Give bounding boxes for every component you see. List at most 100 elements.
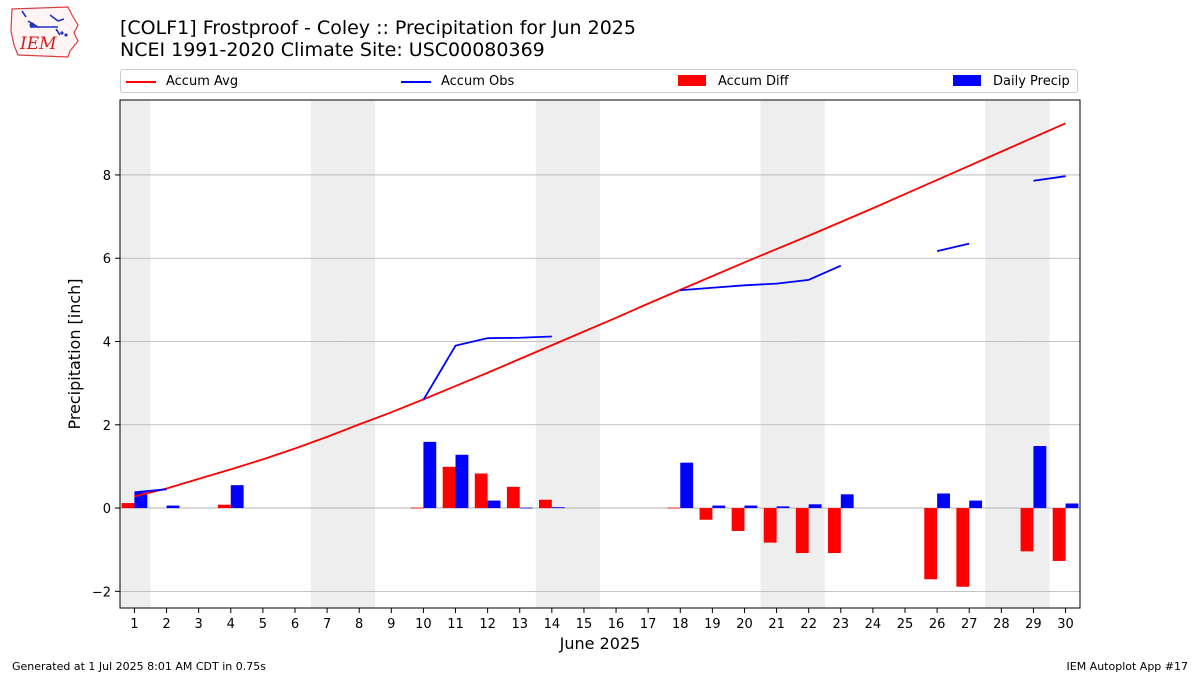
y-tick-label: 8	[103, 169, 111, 184]
accum-diff-bar	[1052, 508, 1066, 561]
chart-subtitle: NCEI 1991-2020 Climate Site: USC00080369	[120, 39, 545, 61]
y-tick-label: 4	[103, 336, 111, 351]
legend-item-daily-precip: Daily Precip	[953, 74, 1083, 90]
legend-swatch-daily-precip	[953, 75, 981, 86]
x-tick-label: 2	[162, 617, 170, 632]
y-tick-label: 6	[103, 252, 111, 267]
legend-item-accum-obs: Accum Obs	[401, 74, 601, 90]
accum-diff-bar	[506, 486, 520, 509]
x-tick-label: 18	[672, 617, 689, 632]
x-tick-label: 19	[704, 617, 721, 632]
x-tick-label: 3	[195, 617, 203, 632]
legend-swatch-accum-diff	[678, 75, 706, 86]
x-tick-label: 30	[1057, 617, 1074, 632]
x-tick-label: 11	[447, 617, 464, 632]
accum-diff-bar	[538, 499, 552, 509]
legend-item-accum-diff: Accum Diff	[678, 74, 878, 90]
accum-diff-bar	[827, 508, 841, 554]
accum-diff-bar	[763, 508, 777, 543]
x-tick-label: 5	[259, 617, 267, 632]
accum-obs-line	[680, 264, 842, 292]
x-tick-label: 8	[355, 617, 363, 632]
legend-item-accum-avg: Accum Avg	[126, 74, 326, 90]
accum-diff-bar	[474, 473, 488, 509]
x-tick-label: 7	[323, 617, 331, 632]
weekend-shade	[985, 100, 1018, 608]
daily-precip-bar	[487, 500, 501, 509]
weekend-shade	[343, 100, 376, 608]
legend-label-accum-obs: Accum Obs	[441, 74, 515, 89]
footer-generated-text: Generated at 1 Jul 2025 8:01 AM CDT in 0…	[12, 660, 266, 673]
x-tick-label: 4	[227, 617, 235, 632]
daily-precip-bar	[712, 505, 726, 509]
y-tick-label: −2	[92, 585, 111, 600]
y-axis-label: Precipitation [inch]	[65, 278, 84, 429]
x-tick-label: 12	[479, 617, 496, 632]
y-tick-label: 2	[103, 419, 111, 434]
iem-iowa-logo-icon: IEM	[10, 6, 79, 58]
plot-frame	[119, 99, 1081, 609]
x-axis-label: June 2025	[559, 634, 641, 653]
logo-text: IEM	[19, 34, 57, 54]
x-tick-label: 28	[993, 617, 1010, 632]
accum-avg-line	[134, 122, 1066, 498]
x-tick-label: 16	[608, 617, 625, 632]
daily-precip-bar	[937, 493, 950, 509]
accum-diff-bar	[1020, 508, 1034, 552]
legend-label-accum-diff: Accum Diff	[718, 74, 789, 89]
x-tick-label: 24	[865, 617, 882, 632]
weekend-shade	[535, 100, 568, 608]
daily-precip-bar	[1033, 446, 1047, 509]
accum-diff-bar	[217, 504, 231, 509]
daily-precip-bar	[808, 504, 822, 509]
daily-precip-bar	[230, 485, 244, 509]
weekend-shade	[311, 100, 344, 608]
chart-title: [COLF1] Frostproof - Coley :: Precipitat…	[120, 17, 636, 39]
x-tick-label: 1	[130, 617, 138, 632]
accum-diff-bar	[442, 466, 456, 509]
chart-legend: Accum Avg Accum Obs Accum Diff Daily Pre…	[120, 69, 1078, 93]
legend-label-accum-avg: Accum Avg	[166, 74, 239, 89]
accum-obs-line	[936, 242, 970, 253]
daily-precip-bar	[455, 454, 469, 509]
accum-diff-bar	[956, 508, 970, 587]
daily-precip-bar	[423, 441, 437, 509]
daily-precip-bar	[840, 494, 854, 509]
x-tick-label: 27	[961, 617, 978, 632]
iem-logo: IEM	[8, 5, 82, 59]
legend-swatch-accum-avg	[126, 81, 156, 83]
daily-precip-bar	[680, 462, 694, 509]
footer-app-text: IEM Autoplot App #17	[1066, 660, 1189, 673]
x-tick-label: 13	[511, 617, 528, 632]
x-tick-label: 22	[800, 617, 817, 632]
x-tick-label: 29	[1025, 617, 1042, 632]
weekend-shade	[120, 100, 151, 608]
x-tick-label: 6	[291, 617, 299, 632]
daily-precip-bar	[551, 507, 565, 509]
accum-diff-bar	[795, 508, 809, 554]
daily-precip-bar	[969, 500, 983, 509]
accum-diff-bar	[731, 508, 745, 531]
accum-diff-bar	[121, 503, 135, 509]
daily-precip-bar	[744, 505, 758, 509]
accum-diff-bar	[699, 508, 713, 520]
accum-diff-bar	[924, 508, 938, 580]
x-tick-label: 10	[415, 617, 432, 632]
x-tick-label: 17	[640, 617, 657, 632]
legend-label-daily-precip: Daily Precip	[993, 74, 1070, 89]
y-tick-label: 0	[103, 502, 111, 517]
x-tick-label: 25	[897, 617, 914, 632]
x-tick-label: 21	[768, 617, 785, 632]
x-tick-label: 23	[833, 617, 850, 632]
daily-precip-bar	[166, 505, 180, 509]
accum-diff-bar	[410, 507, 424, 509]
x-tick-label: 9	[387, 617, 395, 632]
accum-obs-line	[134, 488, 167, 494]
accum-obs-line	[422, 335, 552, 401]
x-tick-label: 15	[576, 617, 593, 632]
x-tick-label: 20	[736, 617, 753, 632]
daily-precip-bar	[1065, 503, 1079, 509]
accum-obs-line	[1033, 175, 1066, 182]
x-tick-label: 14	[544, 617, 561, 632]
